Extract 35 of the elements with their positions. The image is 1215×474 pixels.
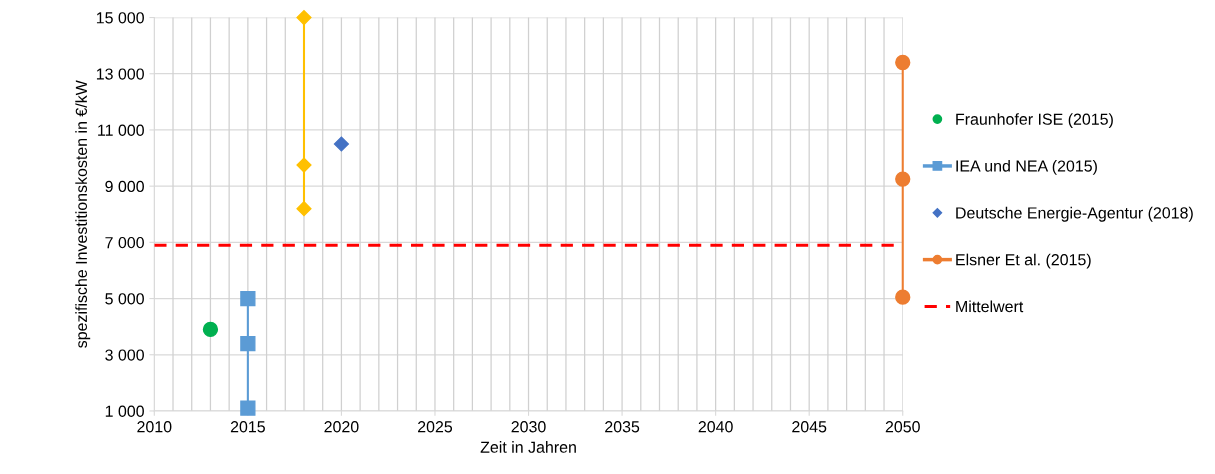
y-axis-title: spezifische Investitionskosten in €/kW bbox=[75, 80, 91, 348]
y-tick-label: 5 000 bbox=[105, 293, 144, 305]
y-tick-label: 7 000 bbox=[105, 236, 144, 249]
y-tick-label: 11 000 bbox=[98, 124, 144, 136]
point bbox=[895, 54, 911, 71]
x-tick-label: 2030 bbox=[511, 421, 546, 433]
point bbox=[240, 290, 256, 307]
x-tick-label: 2040 bbox=[698, 421, 733, 433]
x-axis-title: Zeit in Jahren bbox=[480, 441, 576, 453]
point bbox=[296, 201, 312, 217]
y-tick-label: 15 000 bbox=[96, 12, 144, 24]
legend-label: Elsner Et al. (2015) bbox=[956, 253, 1091, 269]
legend-label: IEA und NEA (2015) bbox=[956, 159, 1097, 175]
point bbox=[333, 136, 349, 152]
point bbox=[895, 171, 911, 187]
legend-label: Fraunhofer ISE (2015) bbox=[956, 113, 1113, 129]
y-tick-label: 9 000 bbox=[105, 180, 144, 193]
y-tick-label: 13 000 bbox=[96, 68, 144, 80]
point bbox=[240, 335, 256, 352]
x-tick-label: 2050 bbox=[885, 421, 920, 433]
point bbox=[296, 9, 312, 26]
legend-label: Deutsche Energie-Agentur (2018) bbox=[956, 206, 1193, 222]
point bbox=[296, 157, 312, 173]
x-tick-label: 2010 bbox=[137, 421, 172, 433]
x-tick-label: 2015 bbox=[230, 421, 265, 433]
point bbox=[240, 400, 256, 416]
point bbox=[202, 321, 219, 338]
x-tick-label: 2045 bbox=[792, 421, 827, 433]
x-tick-label: 2025 bbox=[418, 421, 453, 433]
y-tick-label: 1 000 bbox=[105, 405, 144, 417]
x-tick-label: 2020 bbox=[324, 421, 359, 433]
point bbox=[895, 289, 911, 305]
y-tick-label: 3 000 bbox=[105, 349, 144, 361]
legend-label: Mittelwert bbox=[956, 300, 1024, 313]
x-tick-label: 2035 bbox=[605, 421, 640, 433]
